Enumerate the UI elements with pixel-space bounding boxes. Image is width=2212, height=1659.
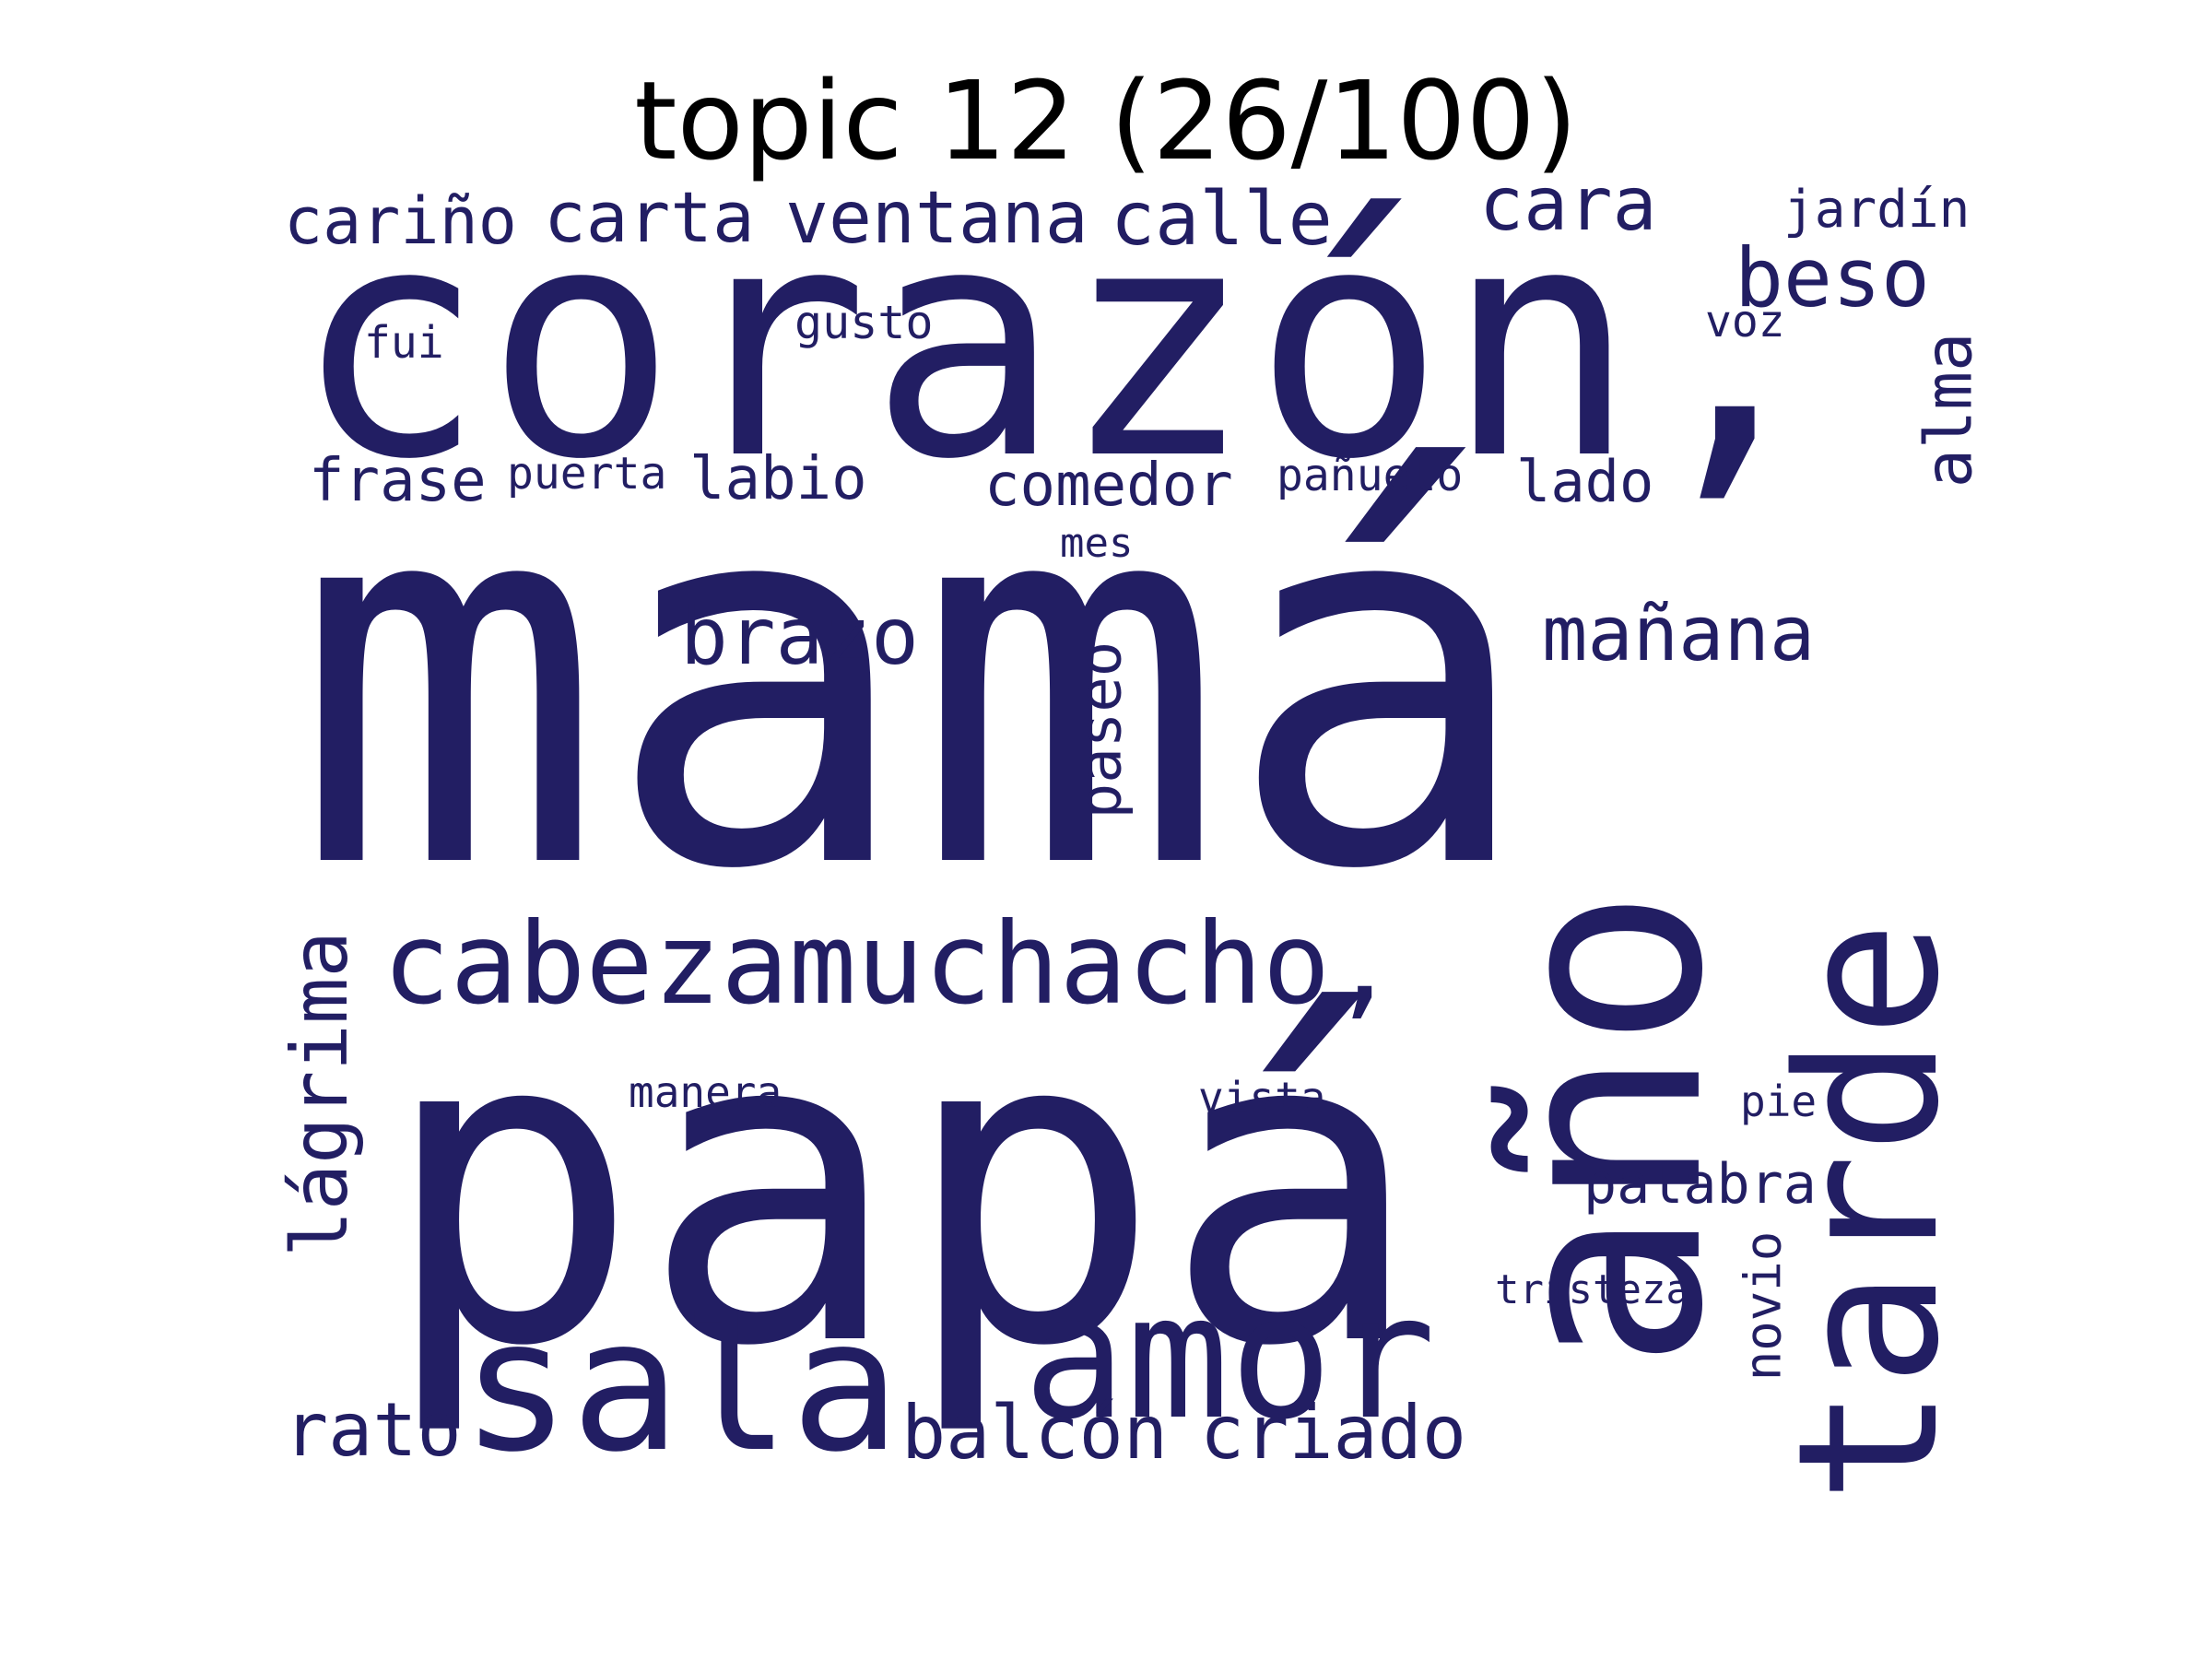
word-criado: criado [1200, 1390, 1466, 1476]
word-beso: beso [1735, 230, 1930, 325]
word-lagrima: lágrima [275, 930, 366, 1258]
word-pie: pie [1740, 1077, 1818, 1126]
word-fui: fui [364, 317, 444, 369]
word-gusto: gusto [794, 296, 934, 349]
word-lado: lado [1516, 448, 1654, 515]
word-vista: vista [1198, 1073, 1326, 1123]
word-labio: labio [689, 445, 867, 513]
word-amor: amor [1023, 1257, 1436, 1457]
word-comedor: comedor [984, 452, 1233, 520]
word-mes: mes [1060, 520, 1134, 567]
word-paseo: paseo [1066, 641, 1135, 819]
word-brazo: brazo [680, 591, 919, 683]
word-alma: alma [1911, 332, 1987, 488]
word-cabezamuchacho: cabezamuchacho, [382, 899, 1398, 1030]
word-frase: frase [309, 447, 487, 515]
word-tristeza: tristeza [1495, 1266, 1690, 1313]
word-balcon: balcón [901, 1390, 1168, 1476]
word-calle: calle [1111, 176, 1333, 262]
word-carino: cariño [284, 183, 517, 259]
word-jardin: jardín [1783, 180, 1971, 240]
word-rato: rato [284, 1387, 462, 1473]
word-voz: voz [1705, 296, 1785, 347]
word-puerta: puerta [507, 448, 667, 500]
word-carta: carta [544, 176, 755, 258]
word-palabra: palabra [1583, 1152, 1817, 1217]
word-papa: papá [380, 936, 1423, 1441]
word-manana: mañana [1542, 591, 1816, 678]
word-corazon: corazón, [293, 158, 1830, 529]
chart-title: topic 12 (26/100) [634, 57, 1578, 184]
word-mama: mamá [293, 382, 1536, 982]
word-cara: cara [1479, 161, 1657, 247]
word-ventana: ventana [785, 177, 1088, 260]
word-panuelo: pañuelo [1277, 450, 1464, 501]
word-manera: manera [629, 1067, 782, 1117]
word-sala: sala [461, 1279, 900, 1492]
word-novio: novio [1734, 1230, 1793, 1382]
